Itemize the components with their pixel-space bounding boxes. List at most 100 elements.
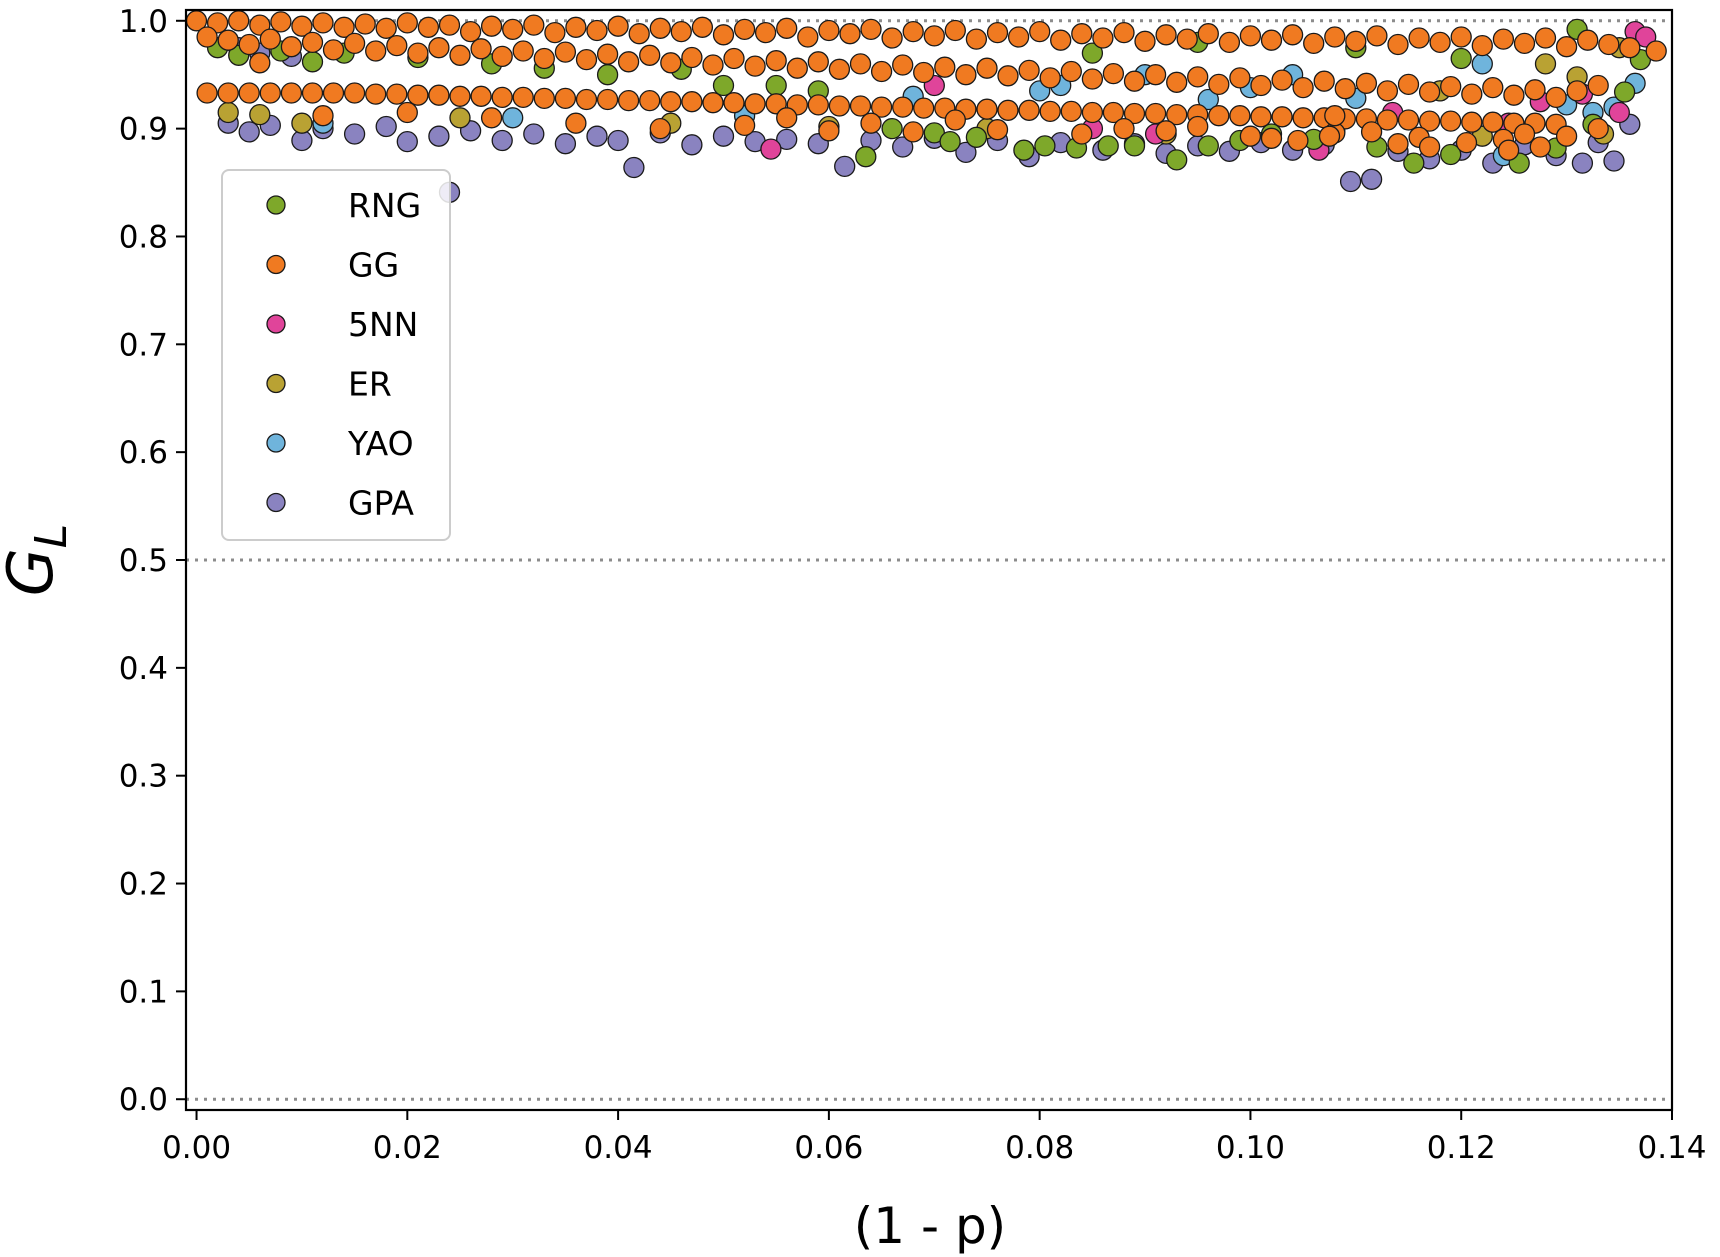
legend-marker bbox=[266, 254, 286, 275]
x-tick-label: 0.12 bbox=[1427, 1130, 1496, 1166]
data-point bbox=[855, 146, 877, 168]
data-point bbox=[512, 40, 534, 62]
data-point bbox=[523, 123, 545, 145]
data-point bbox=[1360, 168, 1383, 190]
data-point bbox=[1482, 111, 1504, 133]
data-point bbox=[913, 61, 935, 84]
data-point bbox=[828, 58, 851, 80]
data-point bbox=[765, 50, 787, 72]
data-point bbox=[1418, 136, 1441, 158]
y-tick-label: 0.8 bbox=[119, 219, 168, 255]
data-point bbox=[881, 117, 903, 140]
data-point bbox=[480, 107, 503, 129]
data-point bbox=[470, 38, 492, 60]
data-point bbox=[786, 57, 808, 79]
data-point bbox=[270, 11, 292, 33]
data-point bbox=[1123, 70, 1146, 92]
data-point bbox=[386, 34, 408, 57]
data-point bbox=[1166, 71, 1188, 93]
svg-text:GL: GL bbox=[0, 524, 77, 597]
legend-marker bbox=[266, 195, 286, 215]
legend-marker bbox=[266, 314, 286, 334]
data-point bbox=[343, 32, 366, 55]
data-point bbox=[1440, 143, 1462, 166]
data-point bbox=[660, 91, 682, 113]
data-point bbox=[849, 95, 872, 117]
data-point bbox=[1318, 125, 1341, 147]
data-point bbox=[1598, 33, 1620, 56]
data-point bbox=[354, 13, 376, 35]
y-tick-label: 0.6 bbox=[119, 435, 168, 471]
data-point bbox=[1613, 81, 1636, 103]
legend-box bbox=[221, 169, 451, 541]
data-point bbox=[1113, 117, 1135, 140]
data-point bbox=[754, 21, 777, 44]
data-point bbox=[934, 56, 956, 78]
data-point bbox=[1013, 139, 1035, 161]
data-point bbox=[1271, 69, 1293, 91]
data-point bbox=[681, 91, 703, 113]
data-point bbox=[797, 26, 819, 48]
data-point bbox=[301, 82, 324, 104]
data-point bbox=[512, 86, 534, 109]
data-point bbox=[1492, 28, 1515, 50]
data-point bbox=[449, 44, 471, 66]
data-point bbox=[1071, 23, 1093, 45]
data-point bbox=[1144, 64, 1167, 86]
data-point bbox=[428, 37, 450, 59]
data-point bbox=[1166, 103, 1188, 126]
data-point bbox=[818, 120, 840, 142]
data-point bbox=[312, 12, 334, 34]
data-point bbox=[1387, 133, 1409, 155]
data-point bbox=[502, 107, 524, 129]
data-point bbox=[1166, 149, 1188, 171]
data-point bbox=[1134, 30, 1156, 52]
data-point bbox=[1450, 47, 1472, 70]
data-point bbox=[396, 101, 418, 124]
y-tick-label: 0.3 bbox=[119, 759, 168, 795]
data-point bbox=[1271, 106, 1293, 128]
data-point bbox=[649, 117, 671, 140]
x-axis-ticks: 0.00 0.02 0.04 0.06 0.08 0.10 0.12 0.14 bbox=[162, 1110, 1707, 1166]
legend: RNG GG 5NN ER YAO GPA bbox=[221, 169, 451, 541]
data-point bbox=[586, 125, 608, 147]
data-point bbox=[523, 14, 545, 36]
data-point bbox=[1281, 24, 1304, 46]
data-point bbox=[1366, 25, 1388, 47]
data-point bbox=[1529, 136, 1551, 158]
data-point bbox=[807, 94, 829, 116]
data-point bbox=[617, 89, 640, 112]
data-point bbox=[1197, 135, 1219, 157]
data-point bbox=[322, 39, 345, 61]
data-point bbox=[1123, 102, 1146, 125]
data-point bbox=[744, 55, 766, 77]
x-tick-label: 0.10 bbox=[1216, 1130, 1285, 1166]
data-point bbox=[1497, 139, 1520, 161]
data-point bbox=[976, 57, 998, 79]
data-point bbox=[386, 83, 408, 105]
data-point bbox=[470, 85, 492, 107]
data-point bbox=[1102, 101, 1125, 124]
data-point bbox=[965, 28, 988, 50]
data-point bbox=[818, 19, 840, 42]
data-point bbox=[881, 27, 903, 49]
data-point bbox=[280, 82, 303, 104]
data-point bbox=[1513, 32, 1536, 55]
data-point bbox=[1471, 53, 1493, 75]
data-point bbox=[1339, 170, 1362, 193]
data-point bbox=[860, 18, 882, 41]
data-point bbox=[1187, 66, 1209, 88]
data-point bbox=[1608, 101, 1630, 124]
data-point bbox=[301, 31, 324, 54]
legend-label: GPA bbox=[348, 484, 414, 523]
y-tick-label: 0.2 bbox=[119, 867, 168, 903]
data-point bbox=[944, 109, 966, 131]
data-point bbox=[291, 112, 313, 134]
y-tick-label: 0.5 bbox=[119, 543, 168, 579]
data-point bbox=[1155, 120, 1177, 142]
data-point bbox=[480, 15, 503, 37]
data-point bbox=[438, 14, 461, 36]
legend-label: GG bbox=[348, 246, 399, 285]
data-point bbox=[1303, 32, 1325, 55]
data-point bbox=[1081, 42, 1104, 64]
